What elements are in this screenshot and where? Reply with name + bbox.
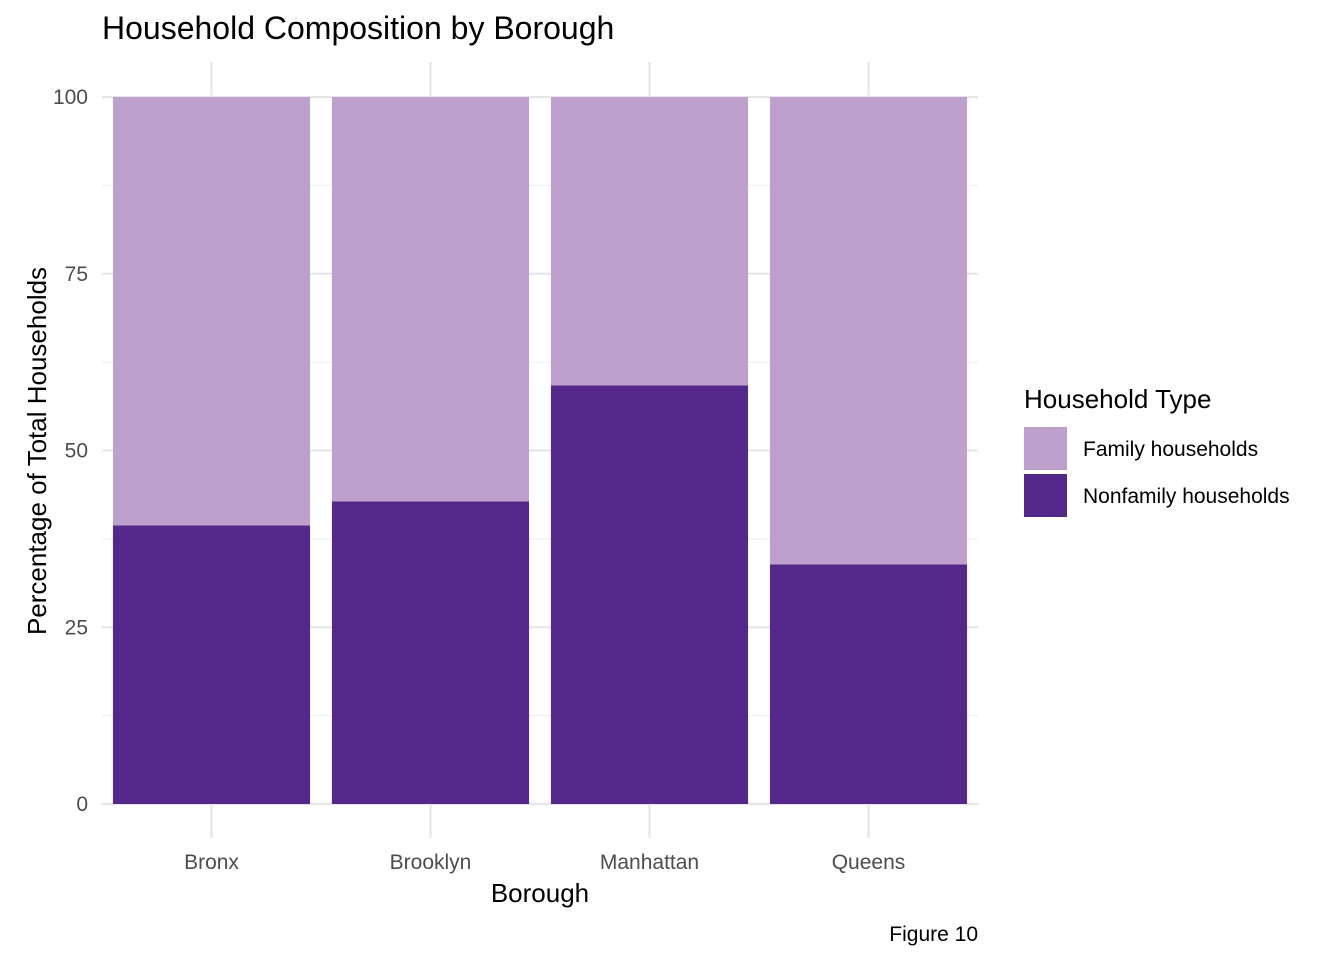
x-tick-label: Manhattan: [600, 851, 699, 874]
bar-segment: [331, 97, 530, 502]
x-tick-label: Brooklyn: [390, 851, 472, 874]
legend-label: Nonfamily households: [1083, 485, 1290, 508]
y-tick-label: 100: [53, 86, 88, 109]
bars: [112, 97, 968, 804]
legend-swatch: [1024, 474, 1067, 517]
legend: Household Type Family households Nonfamil…: [1024, 384, 1290, 517]
chart-caption: Figure 10: [889, 923, 978, 946]
y-tick-label: 50: [65, 440, 88, 463]
bar-segment: [769, 97, 968, 565]
y-tick-label: 0: [76, 793, 88, 816]
y-axis-title: Percentage of Total Households: [22, 267, 52, 635]
x-tick-label: Queens: [832, 851, 906, 874]
legend-items: Family households Nonfamily households: [1024, 427, 1290, 517]
bar-segment: [550, 97, 749, 386]
bar-segment: [112, 97, 311, 526]
x-tick-label: Bronx: [184, 851, 239, 874]
bar-segment: [769, 564, 968, 804]
y-tick-label: 25: [65, 616, 88, 639]
legend-swatch: [1024, 427, 1067, 470]
legend-label: Family households: [1083, 438, 1258, 461]
chart-title: Household Composition by Borough: [102, 10, 614, 46]
bar-segment: [112, 525, 311, 804]
y-axis-ticks: 0 25 50 75 100: [53, 86, 88, 816]
bar-segment: [550, 385, 749, 804]
x-axis-ticks: Bronx Brooklyn Manhattan Queens: [184, 851, 905, 874]
legend-title: Household Type: [1024, 384, 1211, 414]
bar-segment: [331, 501, 530, 804]
y-tick-label: 75: [65, 263, 88, 286]
x-axis-title: Borough: [491, 878, 589, 908]
